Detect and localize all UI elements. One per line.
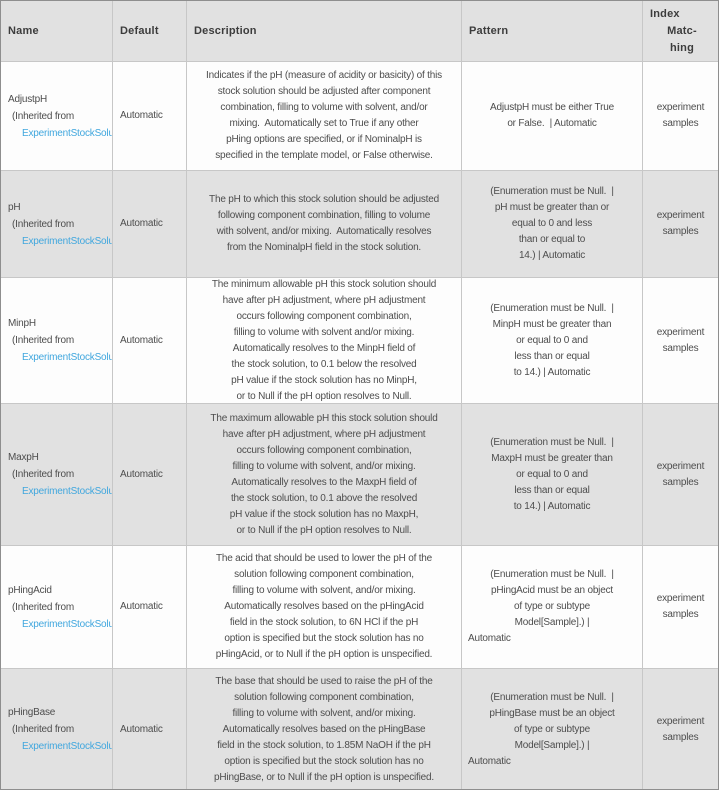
default-cell: Automatic <box>113 278 187 403</box>
table-row: MaxpH (Inherited from ExperimentStockSol… <box>1 404 718 546</box>
inherited-model-link[interactable]: ExperimentStockSolu <box>22 486 112 497</box>
option-name: pH <box>8 201 21 213</box>
pattern-cell: (Enumeration must be Null. | pHingAcid mu… <box>462 546 643 668</box>
inherited-from-label: (Inherited from <box>12 335 75 346</box>
name-cell: pHingAcid (Inherited from ExperimentStoc… <box>1 546 113 668</box>
inherited-from-label: (Inherited from <box>12 110 75 122</box>
index-matching-cell: experiment samples <box>656 210 705 237</box>
inherited-model-link[interactable]: ExperimentStockSolu <box>22 618 112 630</box>
pattern-cell: (Enumeration must be Null. | MaxpH must b… <box>462 404 643 545</box>
index-matching-cell: experiment samples <box>656 593 705 620</box>
option-name: AdjustpH <box>8 93 47 105</box>
index-matching-cell: experiment samples <box>656 715 705 743</box>
pattern-cell: AdjustpH must be either True or False. | … <box>462 62 643 170</box>
inherited-model-link[interactable]: ExperimentStockSolu <box>22 741 112 752</box>
header-cell-index-matching: Index Matc-hing <box>650 7 697 54</box>
index-matching-cell: experiment samples <box>656 102 705 129</box>
header-cell-pattern: Pattern <box>462 1 643 61</box>
option-name: MinpH <box>8 318 36 329</box>
default-cell: Automatic <box>113 171 187 277</box>
table-row: pH (Inherited from ExperimentStockSolu A… <box>1 171 718 278</box>
description-cell: Indicates if the pH (measure of acidity … <box>187 62 462 170</box>
header-cell-default: Default <box>113 1 187 61</box>
option-name: pHingBase <box>8 707 56 718</box>
description-cell: The acid that should be used to lower th… <box>187 546 462 668</box>
inherited-model-link[interactable]: ExperimentStockSolu <box>22 352 112 363</box>
table-row: pHingBase (Inherited from ExperimentStoc… <box>1 669 718 789</box>
pattern-cell: (Enumeration must be Null. | pHingBase mu… <box>462 669 643 789</box>
pattern-cell: (Enumeration must be Null. | MinpH must b… <box>462 278 643 403</box>
name-cell: pH (Inherited from ExperimentStockSolu <box>1 171 113 277</box>
table-row: AdjustpH (Inherited from ExperimentStock… <box>1 62 718 171</box>
name-cell: pHingBase (Inherited from ExperimentStoc… <box>1 669 113 789</box>
header-cell-name: Name <box>1 1 113 61</box>
header-cell-description: Description <box>187 1 462 61</box>
option-name: pHingAcid <box>8 584 52 596</box>
default-cell: Automatic <box>113 404 187 545</box>
table-row: MinpH (Inherited from ExperimentStockSol… <box>1 278 718 404</box>
index-matching-cell: experiment samples <box>656 460 705 488</box>
table-row: pHingAcid (Inherited from ExperimentStoc… <box>1 546 718 669</box>
inherited-model-link[interactable]: ExperimentStockSolu <box>22 127 112 139</box>
description-cell: The pH to which this stock solution shou… <box>187 171 462 277</box>
inherited-from-label: (Inherited from <box>12 724 75 735</box>
pattern-cell: (Enumeration must be Null. | pH must be g… <box>462 171 643 277</box>
inherited-model-link[interactable]: ExperimentStockSolu <box>22 235 112 247</box>
default-cell: Automatic <box>113 546 187 668</box>
inherited-from-label: (Inherited from <box>12 601 75 613</box>
description-cell: The minimum allowable pH this stock solu… <box>187 278 462 403</box>
inherited-from-label: (Inherited from <box>12 218 75 230</box>
name-cell: MinpH (Inherited from ExperimentStockSol… <box>1 278 113 403</box>
name-cell: AdjustpH (Inherited from ExperimentStock… <box>1 62 113 170</box>
index-matching-cell: experiment samples <box>656 326 705 354</box>
table-header-row: Name Default Description Pattern Index Ma… <box>1 1 718 62</box>
default-cell: Automatic <box>113 62 187 170</box>
name-cell: MaxpH (Inherited from ExperimentStockSol… <box>1 404 113 545</box>
inherited-from-label: (Inherited from <box>12 469 75 480</box>
description-cell: The maximum allowable pH this stock solu… <box>187 404 462 545</box>
description-cell: The base that should be used to raise th… <box>187 669 462 789</box>
option-name: MaxpH <box>8 452 39 463</box>
default-cell: Automatic <box>113 669 187 789</box>
